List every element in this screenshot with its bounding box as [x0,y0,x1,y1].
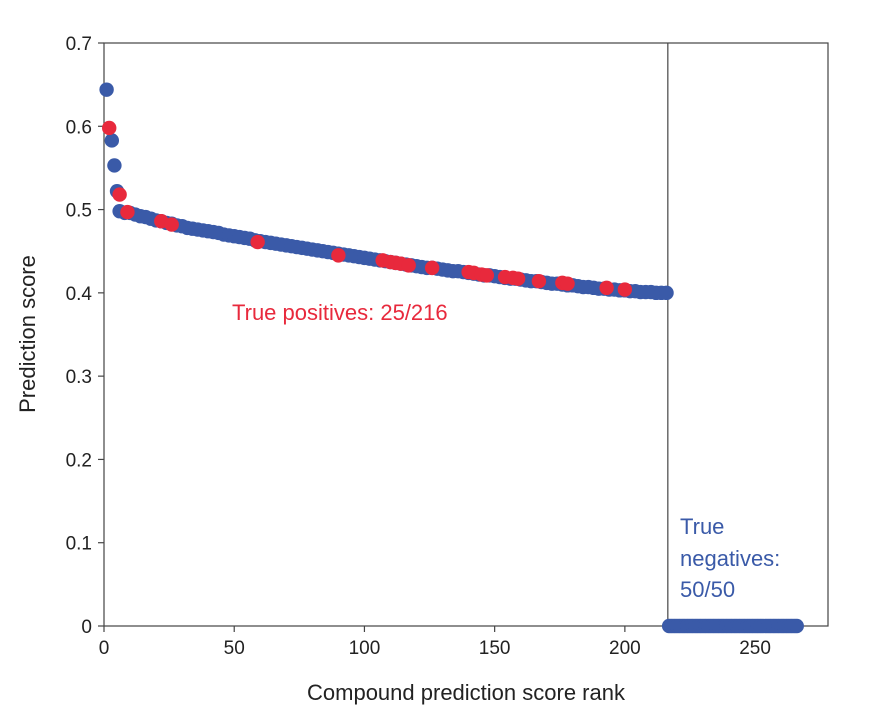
true-positive-point [401,258,416,273]
y-tick-label: 0.6 [66,117,92,138]
x-tick-label: 50 [224,638,245,659]
true-positive-point [617,282,633,297]
predicted-point [107,158,122,173]
true-negative-point [789,618,804,634]
true-positive-point [599,280,614,296]
y-tick-label: 0 [81,617,92,638]
x-tick-label: 200 [609,638,641,659]
true-positive-point [479,268,495,283]
true-positive-point [510,271,526,286]
true-positives-annotation: True positives: 25/216 [232,300,448,325]
true-positive-point [250,234,265,250]
y-tick-label: 0.7 [66,34,92,55]
x-axis-title: Compound prediction score rank [307,680,626,705]
y-tick-label: 0.4 [66,284,93,305]
true-negatives-annotation-line1: True [680,514,724,539]
plot-frame [103,42,829,627]
true-negatives-annotation-line3: 50/50 [680,577,735,602]
true-positive-point [102,120,117,136]
y-tick-label: 0.3 [66,367,92,388]
true-positive-point [531,273,547,289]
x-tick-label: 150 [479,638,511,659]
predicted-point [104,133,120,148]
x-tick-label: 100 [349,638,381,659]
true-positive-point [424,260,440,276]
x-tick-label: 250 [739,638,771,659]
true-positive-point [560,276,575,291]
y-tick-label: 0.5 [66,201,92,222]
y-axis-title: Prediction score [15,255,40,413]
predicted-point [99,82,114,97]
y-tick-label: 0.2 [66,450,92,471]
true-positive-point [331,248,346,263]
y-tick-label: 0.1 [66,534,92,555]
predicted-point [659,285,674,301]
x-tick-label: 0 [99,638,110,659]
true-positive-point [120,204,135,220]
true-positive-point [164,217,179,232]
true-positive-point [112,187,127,202]
true-negatives-annotation-line2: negatives: [680,546,780,571]
